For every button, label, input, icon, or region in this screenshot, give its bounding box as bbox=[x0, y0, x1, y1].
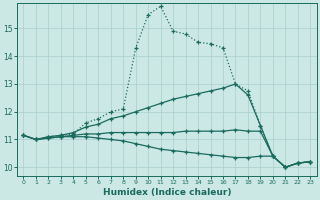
X-axis label: Humidex (Indice chaleur): Humidex (Indice chaleur) bbox=[103, 188, 231, 197]
